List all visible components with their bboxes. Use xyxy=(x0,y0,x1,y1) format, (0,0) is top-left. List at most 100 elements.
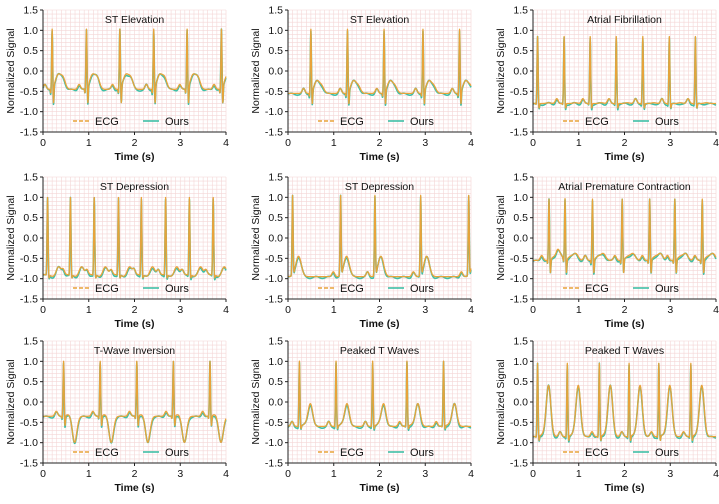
y-tick-label: 0.0 xyxy=(23,66,38,78)
legend: ECG Ours xyxy=(318,283,434,295)
y-axis-label: Normalized Signal xyxy=(250,28,262,113)
ecg-panel-1: -1.5 -1.0 -0.5 0.0 0.5 1.0 1.5 0 1 2 3 4 ST Elevatio… xyxy=(5,5,229,164)
x-tick-label: 3 xyxy=(177,304,183,316)
y-tick-label: -1.0 xyxy=(265,106,283,118)
y-tick-label: 1.5 xyxy=(268,5,283,17)
x-tick-label: 4 xyxy=(713,137,719,149)
x-tick-label: 3 xyxy=(667,137,673,149)
y-tick-label: -1.0 xyxy=(510,437,528,449)
y-tick-label: 1.0 xyxy=(23,25,38,37)
y-tick-label: 1.0 xyxy=(513,192,528,204)
grid xyxy=(42,176,227,300)
y-tick-label: -1.5 xyxy=(20,458,38,470)
legend-label-ecg: ECG xyxy=(585,283,609,295)
y-tick-label: -1.0 xyxy=(510,273,528,285)
x-tick-label: 2 xyxy=(377,304,383,316)
x-tick-label: 1 xyxy=(86,137,92,149)
x-tick-label: 3 xyxy=(667,468,673,480)
legend: ECG Ours xyxy=(563,116,679,128)
x-tick-label: 4 xyxy=(468,468,474,480)
legend: ECG Ours xyxy=(73,116,189,128)
y-axis-label: Normalized Signal xyxy=(495,195,507,280)
y-tick-label: -1.0 xyxy=(265,273,283,285)
y-tick-label: 0.5 xyxy=(268,376,283,388)
x-axis-label: Time (s) xyxy=(604,482,644,494)
y-tick-label: -1.5 xyxy=(265,127,283,139)
x-tick-label: 3 xyxy=(177,137,183,149)
ecg-panel-2: -1.5 -1.0 -0.5 0.0 0.5 1.0 1.5 0 1 2 3 4 ST Elevatio… xyxy=(250,5,474,164)
series-line-ours xyxy=(42,28,227,104)
y-tick-label: 1.0 xyxy=(23,192,38,204)
y-axis-label: Normalized Signal xyxy=(5,359,17,444)
y-tick-label: 0.5 xyxy=(23,45,38,57)
legend: ECG Ours xyxy=(318,116,434,128)
y-tick-label: 0.5 xyxy=(23,376,38,388)
y-tick-label: 0.5 xyxy=(23,212,38,224)
y-tick-label: -1.0 xyxy=(20,106,38,118)
y-tick-label: -1.5 xyxy=(510,294,528,306)
x-tick-label: 2 xyxy=(622,468,628,480)
y-tick-label: 0.0 xyxy=(268,233,283,245)
ecg-panel-5: -1.5 -1.0 -0.5 0.0 0.5 1.0 1.5 0 1 2 3 4 ST Depressi… xyxy=(250,172,474,331)
x-tick-label: 4 xyxy=(223,137,229,149)
x-tick-label: 1 xyxy=(576,304,582,316)
y-tick-label: -0.5 xyxy=(20,86,38,98)
x-tick-label: 4 xyxy=(223,304,229,316)
x-tick-label: 1 xyxy=(576,137,582,149)
grid xyxy=(532,340,717,464)
y-tick-label: 1.5 xyxy=(268,336,283,348)
x-tick-label: 2 xyxy=(377,137,383,149)
y-tick-label: 0.0 xyxy=(513,397,528,409)
ecg-panel-9: -1.5 -1.0 -0.5 0.0 0.5 1.0 1.5 0 1 2 3 4 Peaked T Wa… xyxy=(495,336,719,495)
x-tick-label: 0 xyxy=(40,304,46,316)
grid xyxy=(287,9,472,133)
y-tick-label: 0.0 xyxy=(268,397,283,409)
legend-label-ecg: ECG xyxy=(340,283,364,295)
y-tick-label: -0.5 xyxy=(20,253,38,265)
x-tick-label: 1 xyxy=(331,468,337,480)
y-tick-label: 1.5 xyxy=(23,5,38,17)
x-tick-label: 4 xyxy=(713,304,719,316)
y-tick-label: -1.5 xyxy=(510,127,528,139)
x-tick-label: 2 xyxy=(622,304,628,316)
y-tick-label: 0.5 xyxy=(268,212,283,224)
legend-label-ecg: ECG xyxy=(340,116,364,128)
legend: ECG Ours xyxy=(563,447,679,459)
chart-title: Peaked T Waves xyxy=(585,345,664,357)
chart-title: T-Wave Inversion xyxy=(94,345,175,357)
y-tick-label: 0.5 xyxy=(513,376,528,388)
y-axis-label: Normalized Signal xyxy=(495,359,507,444)
x-tick-label: 0 xyxy=(285,137,291,149)
chart-title: Atrial Fibrillation xyxy=(587,14,662,26)
legend: ECG Ours xyxy=(73,447,189,459)
x-tick-label: 2 xyxy=(377,468,383,480)
y-tick-label: -1.0 xyxy=(510,106,528,118)
y-tick-label: 0.5 xyxy=(513,45,528,57)
grid xyxy=(532,9,717,133)
series-line-ours xyxy=(532,362,717,442)
y-tick-label: -0.5 xyxy=(265,417,283,429)
legend-label-ours: Ours xyxy=(165,447,189,459)
y-tick-label: -1.5 xyxy=(265,294,283,306)
legend-label-ecg: ECG xyxy=(95,116,119,128)
x-tick-label: 0 xyxy=(285,468,291,480)
y-tick-label: 1.5 xyxy=(513,172,528,184)
series-line-ours xyxy=(532,35,717,109)
x-tick-label: 3 xyxy=(177,468,183,480)
chart-title: ST Depression xyxy=(345,181,414,193)
ecg-panel-8: -1.5 -1.0 -0.5 0.0 0.5 1.0 1.5 0 1 2 3 4 Peaked T Wa… xyxy=(250,336,474,495)
x-axis-label: Time (s) xyxy=(604,318,644,330)
legend-label-ours: Ours xyxy=(165,283,189,295)
ecg-panel-7: -1.5 -1.0 -0.5 0.0 0.5 1.0 1.5 0 1 2 3 4 T-Wave Inve… xyxy=(5,336,229,495)
y-axis-label: Normalized Signal xyxy=(5,195,17,280)
legend-label-ecg: ECG xyxy=(95,283,119,295)
legend-label-ecg: ECG xyxy=(95,447,119,459)
y-tick-label: -1.0 xyxy=(20,437,38,449)
y-tick-label: 1.0 xyxy=(268,356,283,368)
y-tick-label: 1.0 xyxy=(268,192,283,204)
series-line-ours xyxy=(287,360,472,430)
grid xyxy=(532,176,717,300)
y-tick-label: 1.0 xyxy=(513,356,528,368)
series-line-ours xyxy=(42,196,227,279)
y-tick-label: -0.5 xyxy=(510,417,528,429)
